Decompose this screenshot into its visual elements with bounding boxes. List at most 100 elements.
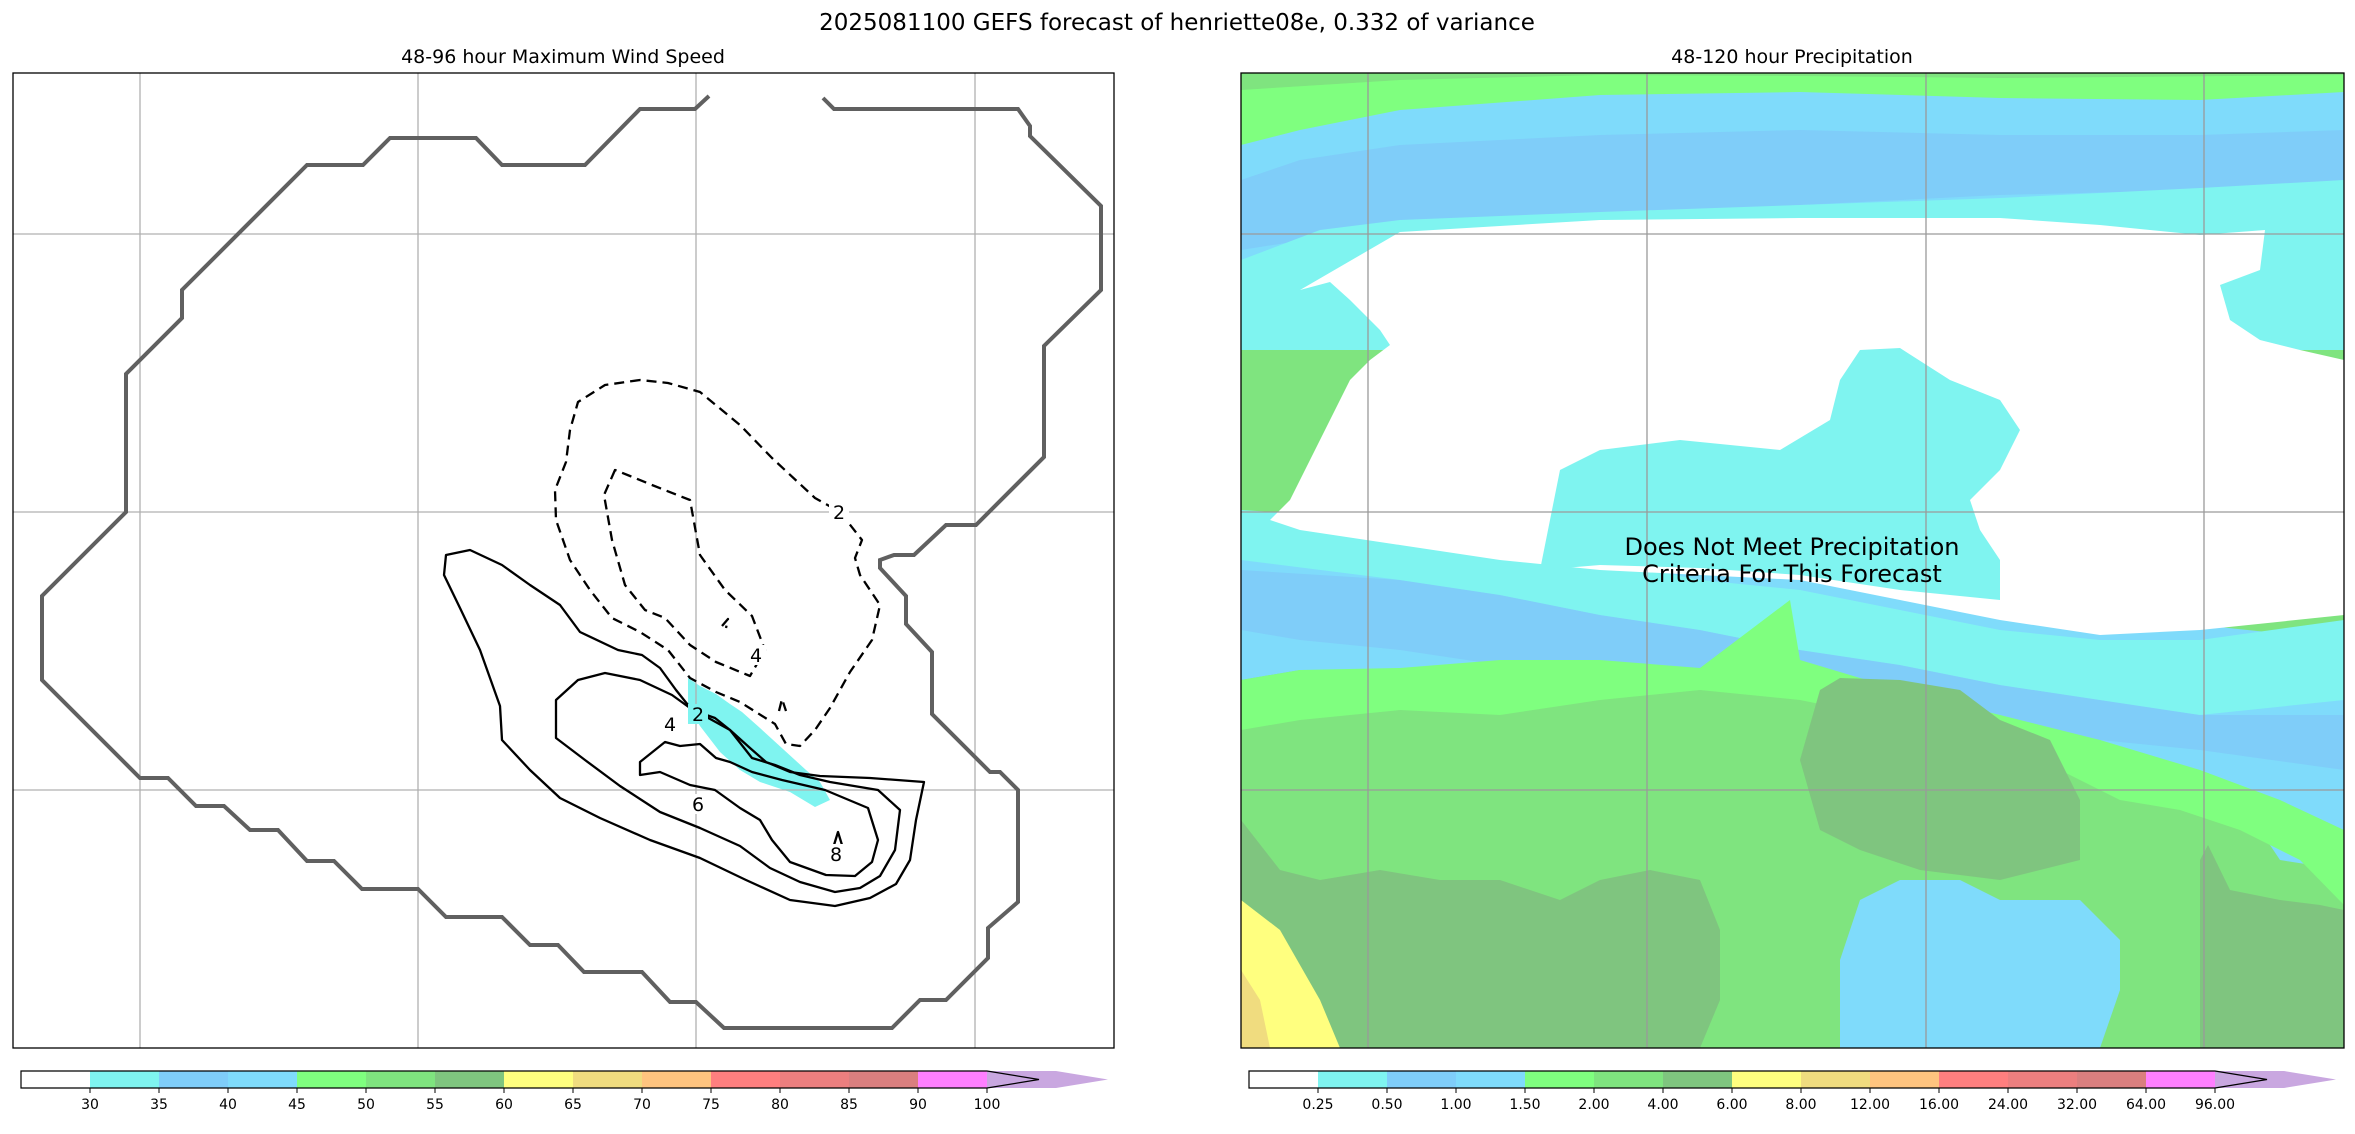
colorbar-swatch bbox=[987, 1071, 1108, 1088]
precip-band-6.00-8.00 bbox=[1241, 900, 1340, 1048]
colorbar-swatch bbox=[297, 1071, 367, 1088]
colorbar-tick-label: 45 bbox=[288, 1097, 306, 1113]
precip-band-1.50-2.00 bbox=[1241, 600, 2344, 905]
colorbar-swatch bbox=[1594, 1071, 1664, 1088]
colorbar-tick-label: 55 bbox=[426, 1097, 444, 1113]
colorbar-swatch bbox=[504, 1071, 574, 1088]
colorbar-swatch bbox=[1732, 1071, 1802, 1088]
colorbar-swatch bbox=[573, 1071, 643, 1088]
colorbar-tick-label: 32.00 bbox=[2057, 1097, 2097, 1113]
colorbar-swatch bbox=[1663, 1071, 1733, 1088]
colorbar-swatch bbox=[1318, 1071, 1388, 1088]
wind-threshold-outline bbox=[40, 94, 1103, 1030]
colorbar-swatch bbox=[1456, 1071, 1526, 1088]
colorbar-swatch bbox=[1249, 1071, 1319, 1088]
wind-panel-title: 48-96 hour Maximum Wind Speed bbox=[401, 46, 725, 68]
contour-label: 2 bbox=[692, 704, 704, 726]
colorbar-tick-label: 2.00 bbox=[1578, 1097, 1609, 1113]
precip-criteria-note: Does Not Meet Precipitation bbox=[1624, 533, 1959, 561]
precip-map-frame bbox=[1240, 72, 2345, 1049]
wind-map-frame bbox=[12, 72, 1115, 1049]
colorbar-tick-label: 6.00 bbox=[1716, 1097, 1747, 1113]
colorbar-tick-label: 50 bbox=[357, 1097, 375, 1113]
colorbar-swatch bbox=[159, 1071, 229, 1088]
figure-title: 2025081100 GEFS forecast of henriette08e… bbox=[819, 10, 1535, 36]
colorbar-tick-label: 1.00 bbox=[1440, 1097, 1471, 1113]
colorbar-swatch bbox=[918, 1071, 988, 1088]
wind-dashed-contours bbox=[553, 378, 882, 748]
wind-gridlines bbox=[13, 73, 1114, 1048]
precip-map: Does Not Meet Precipitation Criteria For… bbox=[1240, 72, 2345, 1049]
contour-label-bg bbox=[688, 794, 708, 814]
contour-label-bg bbox=[688, 704, 708, 724]
colorbar-outline bbox=[1248, 1070, 2268, 1089]
colorbar-swatch bbox=[711, 1071, 781, 1088]
wind-shade-30-35 bbox=[688, 678, 830, 807]
wind-contour-labels: 2 4 2 4 6 8 bbox=[660, 502, 849, 866]
colorbar-swatch bbox=[780, 1071, 850, 1088]
colorbar-swatch bbox=[1939, 1071, 2009, 1088]
colorbar-swatch bbox=[228, 1071, 298, 1088]
precip-band-8.00-12.00 bbox=[1241, 970, 1270, 1048]
colorbar-tick-label: 1.50 bbox=[1509, 1097, 1540, 1113]
colorbar-swatch bbox=[21, 1071, 91, 1088]
colorbar-tick-label: 8.00 bbox=[1785, 1097, 1816, 1113]
contour-label-bg bbox=[746, 645, 766, 665]
precip-below-threshold bbox=[1270, 218, 2344, 635]
colorbar-swatch bbox=[90, 1071, 160, 1088]
colorbar-tick-label: 4.00 bbox=[1647, 1097, 1678, 1113]
colorbar-swatch bbox=[2215, 1071, 2336, 1088]
colorbar-tick-label: 12.00 bbox=[1850, 1097, 1890, 1113]
colorbar-swatch bbox=[1525, 1071, 1595, 1088]
wind-colorbar: 30 35 40 45 50 55 60 65 70 75 80 85 90 100 bbox=[20, 1070, 1108, 1113]
colorbar-tick-label: 0.50 bbox=[1371, 1097, 1402, 1113]
colorbar-swatch bbox=[1801, 1071, 1871, 1088]
colorbar-tick-label: 16.00 bbox=[1919, 1097, 1959, 1113]
colorbar-swatch bbox=[849, 1071, 919, 1088]
wind-map-background bbox=[13, 73, 1114, 1048]
colorbar-tick-label: 80 bbox=[771, 1097, 789, 1113]
precip-band-0.50-1.00 bbox=[1241, 130, 2344, 250]
colorbar-tick-label: 0.25 bbox=[1302, 1097, 1333, 1113]
colorbar-tick-label: 96.00 bbox=[2195, 1097, 2235, 1113]
colorbar-tick-label: 35 bbox=[150, 1097, 168, 1113]
precip-band-4.00-6.00 bbox=[2200, 845, 2344, 1048]
colorbar-swatch bbox=[642, 1071, 712, 1088]
colorbar-swatch bbox=[2146, 1071, 2216, 1088]
colorbar-swatch bbox=[2077, 1071, 2147, 1088]
colorbar-swatch bbox=[1387, 1071, 1457, 1088]
colorbar-tick-label: 90 bbox=[909, 1097, 927, 1113]
contour-label-bg bbox=[660, 714, 680, 734]
contour-label: 4 bbox=[664, 714, 676, 736]
precip-criteria-note: Criteria For This Forecast bbox=[1642, 560, 1942, 588]
colorbar-swatch bbox=[366, 1071, 436, 1088]
precip-gridlines bbox=[1241, 73, 2344, 1048]
colorbar-tick-label: 64.00 bbox=[2126, 1097, 2166, 1113]
colorbar-tick-label: 75 bbox=[702, 1097, 720, 1113]
colorbar-tick-label: 70 bbox=[633, 1097, 651, 1113]
colorbar-tick-label: 85 bbox=[840, 1097, 858, 1113]
precip-band-0.25-0.50 bbox=[1540, 348, 2020, 600]
colorbar-tick-label: 40 bbox=[219, 1097, 237, 1113]
contour-label: 2 bbox=[833, 502, 845, 524]
contour-label: 8 bbox=[830, 844, 842, 866]
wind-solid-contours bbox=[442, 548, 926, 908]
colorbar-swatch bbox=[435, 1071, 505, 1088]
wind-map: 2 4 2 4 6 8 bbox=[12, 72, 1115, 1049]
colorbar-tick-label: 60 bbox=[495, 1097, 513, 1113]
colorbar-swatch bbox=[2008, 1071, 2078, 1088]
precip-panel-title: 48-120 hour Precipitation bbox=[1671, 46, 1913, 68]
colorbar-swatch bbox=[1870, 1071, 1940, 1088]
colorbar-tick-label: 65 bbox=[564, 1097, 582, 1113]
colorbar-tick-label: 24.00 bbox=[1988, 1097, 2028, 1113]
precip-colorbar: 0.25 0.50 1.00 1.50 2.00 4.00 6.00 8.00 12.00 16.… bbox=[1248, 1070, 2336, 1113]
precip-band-4.00-6.00 bbox=[1241, 820, 1720, 1048]
contour-label-bg bbox=[826, 844, 846, 864]
contour-label: 4 bbox=[750, 645, 762, 667]
colorbar-tick-label: 100 bbox=[974, 1097, 1001, 1113]
colorbar-tick-label: 30 bbox=[81, 1097, 99, 1113]
colorbar-outline bbox=[20, 1070, 1040, 1089]
precip-band-4.00-6.00 bbox=[1800, 678, 2080, 880]
contour-label: 6 bbox=[692, 794, 704, 816]
